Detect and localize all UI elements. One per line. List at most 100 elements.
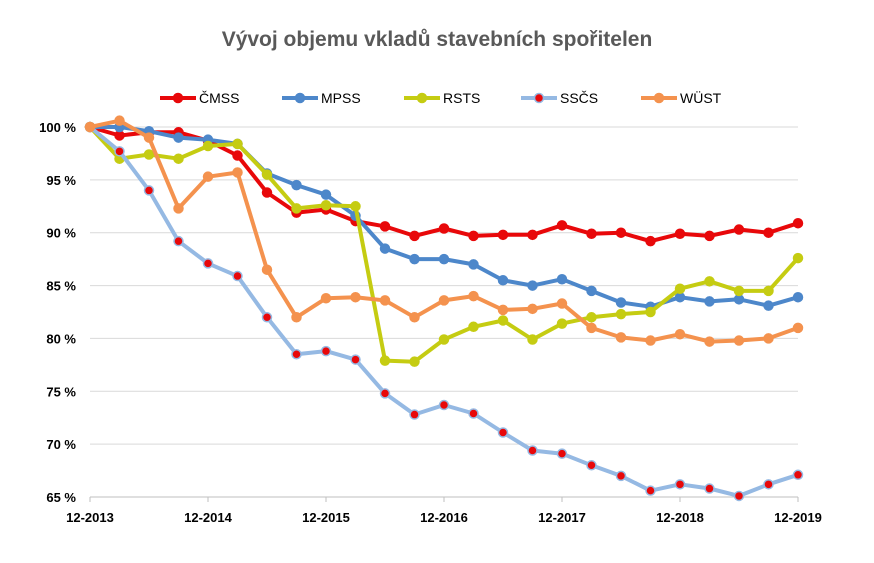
data-point <box>320 293 332 304</box>
data-point <box>291 179 302 191</box>
data-point <box>733 224 745 235</box>
x-tick-label: 12-2019 <box>774 510 822 525</box>
data-point <box>674 479 686 490</box>
data-point <box>409 312 420 323</box>
data-point <box>645 306 656 318</box>
data-point <box>615 227 627 238</box>
data-point <box>468 290 479 302</box>
legend-marker <box>172 92 184 104</box>
data-point <box>704 230 715 242</box>
series-line <box>88 125 800 498</box>
data-point <box>438 295 450 306</box>
legend-item: RSTS <box>404 90 480 106</box>
series-line <box>88 125 800 309</box>
data-point <box>438 399 450 411</box>
legend-label: ČMSS <box>199 90 239 106</box>
data-point <box>674 283 686 294</box>
series-group <box>84 115 804 502</box>
data-point <box>409 409 420 420</box>
x-tick-label: 12-2017 <box>538 510 586 525</box>
data-point <box>291 203 302 214</box>
data-point <box>202 258 214 269</box>
data-point <box>763 285 774 297</box>
data-point <box>379 295 391 306</box>
data-point <box>143 185 155 196</box>
data-point <box>792 217 804 229</box>
data-point <box>438 253 450 265</box>
data-point <box>468 321 479 333</box>
data-point <box>114 146 125 157</box>
chart-title: Vývoj objemu vkladů stavebních spořitele… <box>221 28 653 51</box>
legend-label: MPSS <box>321 90 361 106</box>
y-tick-label: 70 % <box>46 437 76 452</box>
data-point <box>704 483 715 494</box>
data-point <box>173 153 184 164</box>
data-point <box>615 297 627 308</box>
data-point <box>586 228 597 240</box>
data-point <box>497 229 509 241</box>
data-point <box>291 349 302 360</box>
data-point <box>84 121 96 133</box>
data-point <box>556 318 568 329</box>
data-point <box>261 312 273 323</box>
data-point <box>232 150 243 161</box>
data-point <box>615 470 627 482</box>
data-point <box>792 469 804 481</box>
data-point <box>704 336 715 347</box>
x-tick-label: 12-2018 <box>656 510 704 525</box>
data-point <box>232 167 243 178</box>
legend-marker <box>294 92 306 104</box>
data-point <box>173 235 184 247</box>
data-point <box>586 312 597 323</box>
x-tick-label: 12-2014 <box>184 510 232 525</box>
legend-marker <box>416 92 428 104</box>
y-tick-label: 65 % <box>46 490 76 505</box>
data-point <box>615 308 627 320</box>
x-tick-label: 12-2016 <box>420 510 468 525</box>
data-point <box>379 355 391 366</box>
data-point <box>733 294 745 305</box>
data-point <box>704 276 715 287</box>
data-point <box>586 285 597 297</box>
axes <box>89 496 799 502</box>
data-point <box>792 252 804 264</box>
data-point <box>733 335 745 346</box>
data-point <box>527 334 538 345</box>
data-point <box>556 298 568 309</box>
data-point <box>409 230 420 242</box>
data-point <box>527 303 538 315</box>
legend-marker <box>653 92 665 104</box>
data-point <box>674 291 686 303</box>
data-point <box>379 388 391 399</box>
legend-label: RSTS <box>443 90 480 106</box>
data-point <box>792 322 804 334</box>
data-point <box>261 169 273 180</box>
data-point <box>350 201 361 212</box>
data-point <box>497 427 509 438</box>
data-point <box>379 221 391 232</box>
data-point <box>645 335 656 346</box>
data-point <box>497 275 509 286</box>
data-point <box>556 448 568 459</box>
data-point <box>497 304 509 316</box>
y-tick-labels: 100 % 95 % 90 % 85 % 80 % 75 % 70 % 65 % <box>39 120 76 505</box>
data-point <box>586 322 597 334</box>
data-point <box>763 227 774 238</box>
data-point <box>556 220 568 231</box>
legend-item: WÜST <box>641 89 722 106</box>
legend-item: ČMSS <box>160 90 239 106</box>
data-point <box>733 285 745 297</box>
legend-label: WÜST <box>680 89 722 106</box>
data-point <box>438 223 450 234</box>
data-point <box>527 229 538 241</box>
data-point <box>261 264 273 275</box>
legend-item: SSČS <box>521 90 598 106</box>
data-point <box>379 243 391 254</box>
y-tick-label: 75 % <box>46 384 76 399</box>
data-point <box>320 199 332 211</box>
series-0 <box>84 121 804 247</box>
data-point <box>645 485 656 496</box>
data-point <box>232 138 243 150</box>
data-point <box>409 356 420 367</box>
